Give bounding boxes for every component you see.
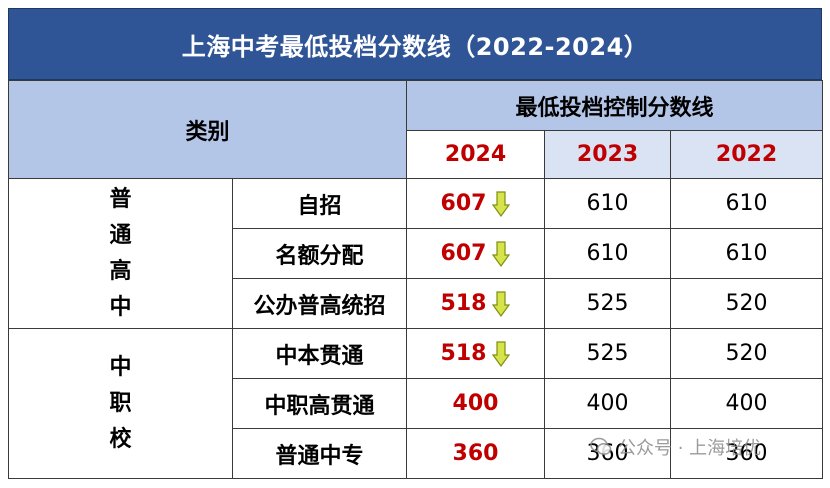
watermark-text: 公众号 · 上海培优	[618, 438, 762, 459]
value-2022: 520	[670, 278, 824, 329]
group-char: 普	[109, 186, 132, 212]
down-arrow-icon	[492, 240, 511, 267]
group-label-vocational: 中 职 校	[8, 328, 233, 479]
row-label: 自招	[231, 178, 408, 229]
row-label: 普通中专	[231, 428, 408, 479]
value-2024-text: 400	[452, 391, 499, 416]
value-2023: 610	[544, 178, 672, 229]
category-header: 类别	[7, 80, 408, 179]
down-arrow-icon	[492, 190, 511, 217]
score-group-header: 最低投档控制分数线	[406, 80, 824, 131]
row-label: 中职高贯通	[231, 378, 408, 429]
watermark: 公众号 · 上海培优	[590, 434, 761, 460]
row-label: 公办普高统招	[231, 278, 408, 329]
value-2022: 520	[670, 328, 824, 379]
group-char: 中	[109, 294, 132, 320]
row-label: 名额分配	[231, 228, 408, 279]
value-2024: 518	[406, 328, 546, 379]
value-2023: 525	[544, 328, 672, 379]
value-2024-text: 607	[440, 190, 487, 216]
value-2024: 360	[406, 428, 546, 479]
group-char: 中	[109, 354, 132, 380]
value-2024: 607	[406, 178, 546, 229]
value-2024-text: 518	[440, 290, 487, 316]
group-char: 职	[109, 390, 132, 416]
value-2023: 400	[544, 378, 672, 429]
value-2022: 610	[670, 228, 824, 279]
row-label: 中本贯通	[231, 328, 408, 379]
year-header-2024: 2024	[406, 130, 546, 179]
value-2023: 610	[544, 228, 672, 279]
group-char: 高	[109, 258, 132, 284]
year-header-2022: 2022	[670, 130, 824, 179]
table-title: 上海中考最低投档分数线（2022-2024）	[8, 8, 822, 80]
score-table: 类别 最低投档控制分数线 2024 2023 2022 普 通 高 中 自招 6…	[7, 80, 824, 479]
value-2024: 518	[406, 278, 546, 329]
value-2024: 400	[406, 378, 546, 429]
down-arrow-icon	[492, 290, 511, 317]
value-2024-text: 360	[452, 441, 499, 466]
value-2024-text: 607	[440, 240, 487, 266]
value-2024-text: 518	[440, 340, 487, 366]
value-2023: 525	[544, 278, 672, 329]
down-arrow-icon	[492, 340, 511, 367]
value-2022: 360	[670, 428, 824, 479]
group-char: 通	[109, 222, 132, 248]
value-2022: 400	[670, 378, 824, 429]
value-2024: 607	[406, 228, 546, 279]
group-label-general-high: 普 通 高 中	[8, 178, 233, 329]
score-table-figure: 上海中考最低投档分数线（2022-2024） 类别 最低投档控制分数线 2024…	[7, 8, 824, 480]
group-char: 校	[109, 426, 132, 452]
wechat-icon	[590, 437, 612, 455]
value-2022: 610	[670, 178, 824, 229]
year-header-2023: 2023	[544, 130, 672, 179]
